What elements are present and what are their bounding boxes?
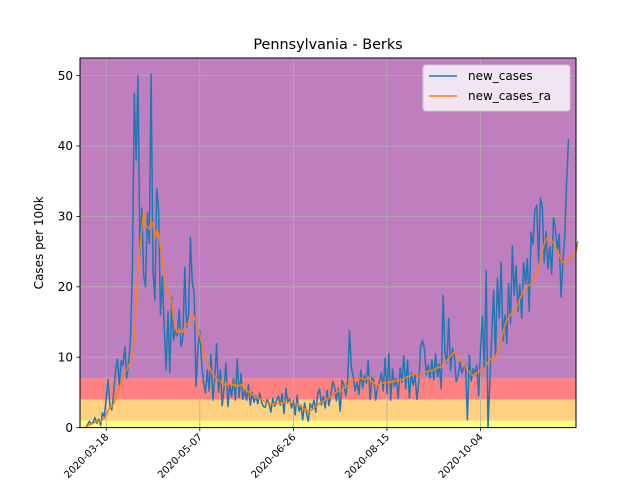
y-axis-label: Cases per 100k	[32, 196, 46, 289]
y-tick-label: 0	[65, 421, 73, 435]
y-axis: 0 10 20 30 40 50	[58, 69, 80, 435]
chart-title: Pennsylvania - Berks	[253, 37, 402, 53]
y-tick-label: 20	[58, 280, 73, 294]
band-1	[80, 399, 576, 421]
y-tick-label: 40	[58, 139, 73, 153]
plot-frame	[79, 57, 577, 429]
legend: new_cases new_cases_ra	[422, 64, 571, 112]
y-tick-label: 30	[58, 210, 73, 224]
legend-box	[422, 64, 571, 112]
legend-label: new_cases_ra	[468, 89, 551, 103]
series-line-new-cases-ra	[85, 211, 579, 429]
y-tick-label: 50	[58, 69, 73, 83]
legend-label: new_cases	[468, 69, 533, 83]
risk-bands	[80, 58, 576, 428]
band-0	[80, 420, 576, 428]
y-tick-label: 10	[58, 350, 73, 364]
